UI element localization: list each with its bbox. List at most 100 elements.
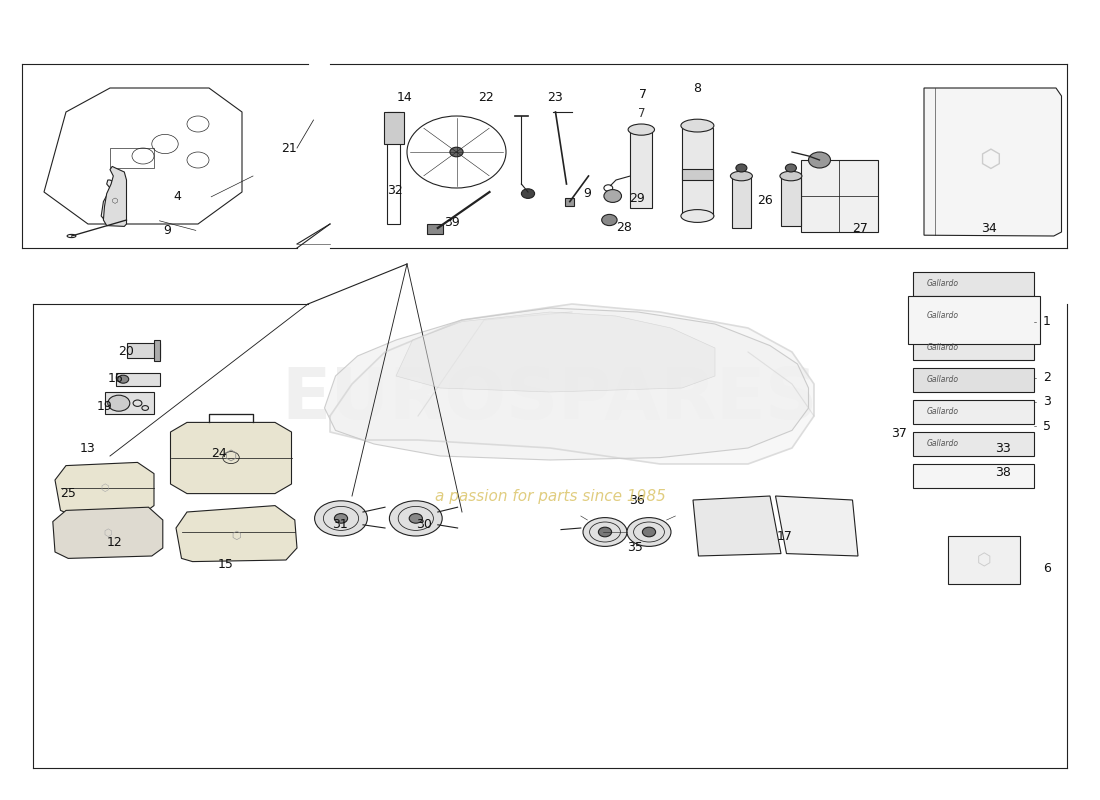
Ellipse shape	[583, 518, 627, 546]
Text: 4: 4	[174, 190, 182, 203]
Text: 16: 16	[108, 372, 123, 385]
Circle shape	[642, 527, 656, 537]
Text: 30: 30	[416, 518, 431, 530]
Text: 32: 32	[387, 184, 403, 197]
Bar	[732, 176, 751, 228]
Bar	[948, 536, 1020, 584]
Ellipse shape	[627, 518, 671, 546]
Text: 37: 37	[891, 427, 906, 440]
Ellipse shape	[389, 501, 442, 536]
Text: 19: 19	[97, 400, 112, 413]
Bar	[630, 132, 652, 208]
Polygon shape	[324, 308, 808, 460]
Polygon shape	[53, 507, 163, 558]
Circle shape	[736, 164, 747, 172]
Polygon shape	[176, 506, 297, 562]
Text: Gallardo: Gallardo	[926, 279, 958, 289]
Text: 14: 14	[397, 91, 412, 104]
Bar	[908, 296, 1040, 344]
Text: 17: 17	[777, 530, 792, 542]
Text: 33: 33	[996, 442, 1011, 454]
Text: 26: 26	[757, 194, 772, 206]
Bar	[427, 224, 443, 234]
Bar	[913, 272, 1034, 296]
Text: 7: 7	[638, 107, 645, 120]
Bar	[154, 340, 160, 361]
Text: 1: 1	[1043, 315, 1050, 328]
Bar	[682, 169, 713, 180]
Circle shape	[108, 395, 130, 411]
Polygon shape	[396, 312, 715, 392]
Text: 3: 3	[1043, 395, 1050, 408]
Polygon shape	[924, 88, 1062, 236]
Circle shape	[604, 190, 622, 202]
Circle shape	[521, 189, 535, 198]
Polygon shape	[693, 496, 781, 556]
Circle shape	[785, 164, 796, 172]
Bar	[110, 148, 154, 168]
Text: ⬡: ⬡	[232, 531, 241, 541]
Text: 22: 22	[478, 91, 494, 104]
Bar	[116, 373, 160, 386]
Text: a passion for parts since 1985: a passion for parts since 1985	[434, 489, 666, 503]
Text: 12: 12	[107, 536, 122, 549]
Text: 36: 36	[629, 494, 645, 506]
Text: 31: 31	[332, 518, 348, 530]
Ellipse shape	[681, 119, 714, 132]
Text: 7: 7	[639, 88, 648, 101]
Ellipse shape	[628, 124, 654, 135]
Text: 23: 23	[548, 91, 563, 104]
Text: Gallardo: Gallardo	[926, 407, 958, 417]
Text: 28: 28	[616, 221, 631, 234]
Text: ⬡: ⬡	[977, 551, 992, 569]
Bar	[913, 432, 1034, 456]
Bar	[104, 392, 154, 414]
Text: ⬡: ⬡	[111, 197, 118, 203]
Circle shape	[450, 147, 463, 157]
Bar	[801, 160, 878, 232]
Text: 9: 9	[163, 224, 170, 237]
Text: 15: 15	[218, 558, 233, 570]
Circle shape	[334, 514, 348, 523]
Text: 9: 9	[583, 187, 591, 200]
Ellipse shape	[730, 171, 752, 181]
Text: Gallardo: Gallardo	[926, 375, 958, 385]
Bar	[913, 400, 1034, 424]
Circle shape	[118, 375, 129, 383]
Text: ⬡: ⬡	[103, 528, 112, 538]
Bar	[913, 304, 1034, 328]
Bar	[387, 112, 400, 224]
Bar	[126, 343, 160, 358]
Bar	[913, 464, 1034, 488]
Ellipse shape	[681, 210, 714, 222]
Text: 21: 21	[282, 142, 297, 154]
Text: 6: 6	[1043, 562, 1050, 574]
Circle shape	[602, 214, 617, 226]
Text: 24: 24	[211, 447, 227, 460]
Bar	[913, 336, 1034, 360]
Bar	[384, 112, 404, 144]
Text: ⬡: ⬡	[100, 483, 109, 493]
Text: 27: 27	[852, 222, 868, 235]
Polygon shape	[101, 180, 121, 221]
Text: ⬡: ⬡	[979, 148, 1001, 172]
Text: 39: 39	[444, 216, 460, 229]
Text: 8: 8	[693, 82, 702, 94]
Text: 20: 20	[118, 346, 133, 358]
Text: 13: 13	[79, 442, 95, 454]
Polygon shape	[170, 422, 292, 494]
Text: 34: 34	[981, 222, 997, 235]
Polygon shape	[330, 304, 814, 464]
Text: 38: 38	[996, 466, 1011, 478]
Text: Gallardo: Gallardo	[926, 439, 958, 449]
Text: 35: 35	[627, 541, 642, 554]
Text: EUROSPARES: EUROSPARES	[282, 366, 818, 434]
Bar	[781, 178, 801, 226]
Text: Gallardo: Gallardo	[926, 343, 958, 353]
Circle shape	[598, 527, 612, 537]
Ellipse shape	[315, 501, 367, 536]
Ellipse shape	[780, 171, 802, 181]
Text: 25: 25	[60, 487, 76, 500]
Bar	[913, 368, 1034, 392]
Text: Gallardo: Gallardo	[926, 311, 958, 321]
